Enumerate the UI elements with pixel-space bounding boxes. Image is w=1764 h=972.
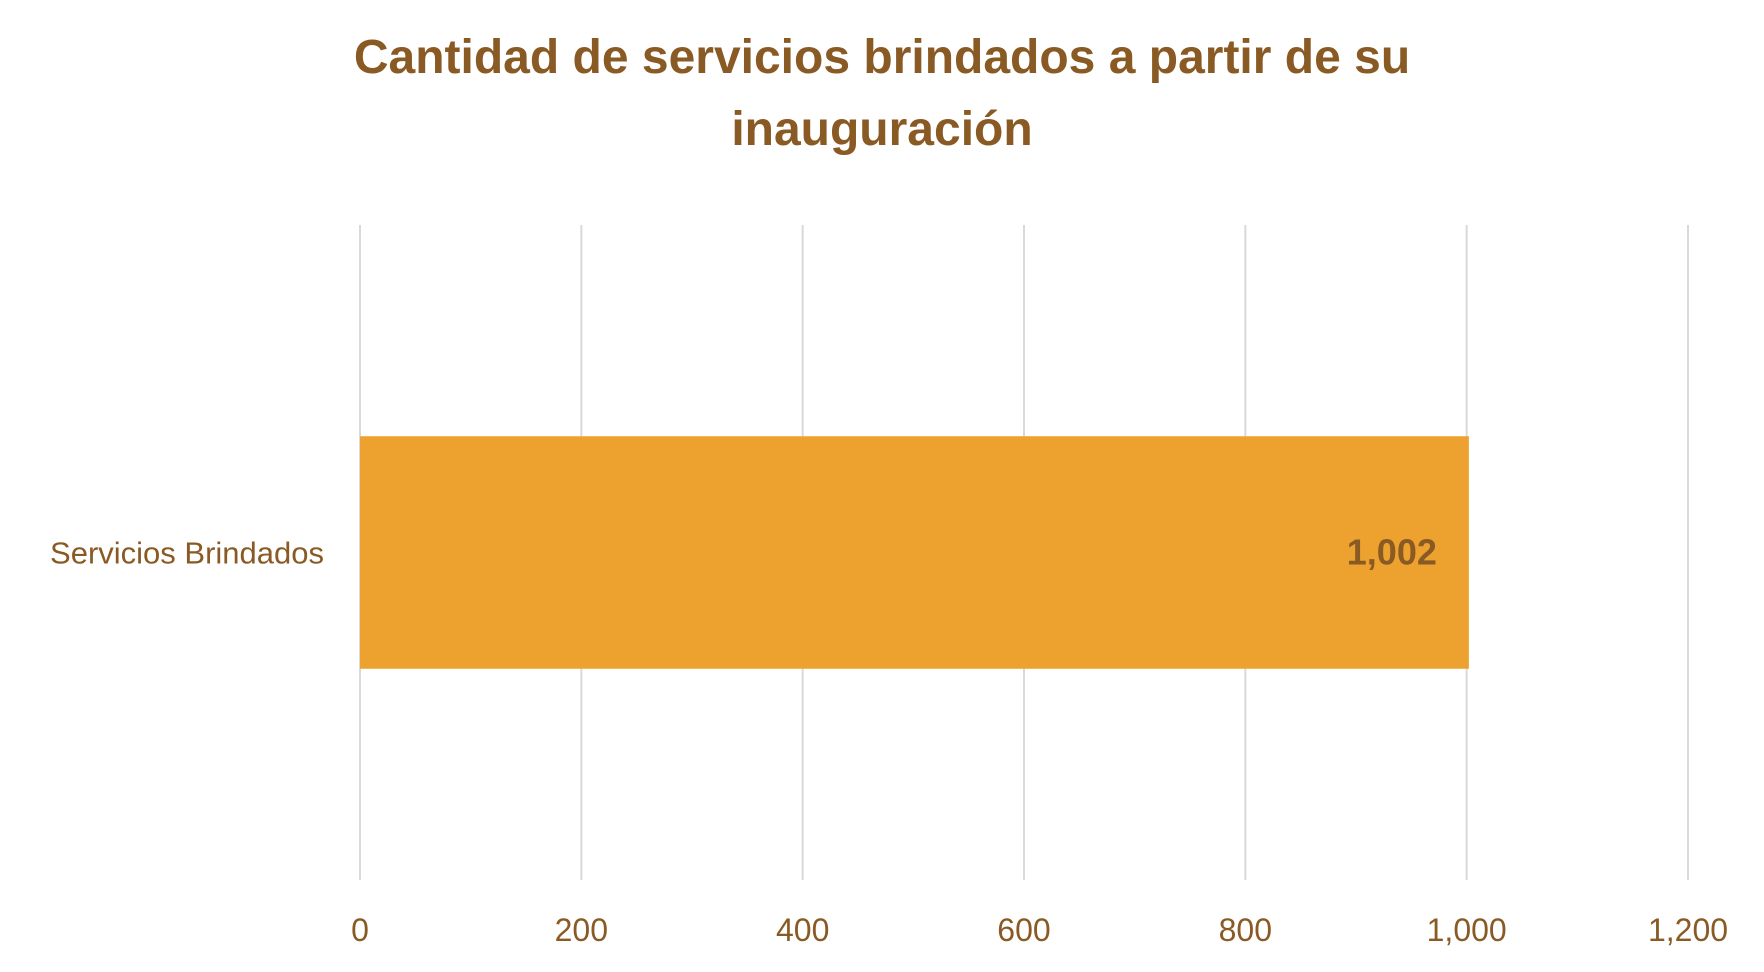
x-tick-label: 200 bbox=[555, 912, 608, 948]
category-label: Servicios Brindados bbox=[50, 536, 324, 571]
labels: 0 200 400 600 800 1,000 1,200 1,002 Servicios Br… bbox=[50, 532, 1728, 949]
x-tick-label: 1,000 bbox=[1427, 912, 1507, 948]
x-tick-label: 1,200 bbox=[1648, 912, 1728, 948]
x-tick-label: 800 bbox=[1219, 912, 1272, 948]
bars bbox=[360, 436, 1469, 669]
data-label: 1,002 bbox=[1347, 532, 1437, 573]
x-tick-label: 600 bbox=[997, 912, 1050, 948]
x-tick-label: 400 bbox=[776, 912, 829, 948]
bar bbox=[360, 436, 1469, 669]
x-tick-label: 0 bbox=[351, 912, 369, 948]
chart-title: Cantidad de servicios brindados a partir… bbox=[353, 31, 1411, 156]
